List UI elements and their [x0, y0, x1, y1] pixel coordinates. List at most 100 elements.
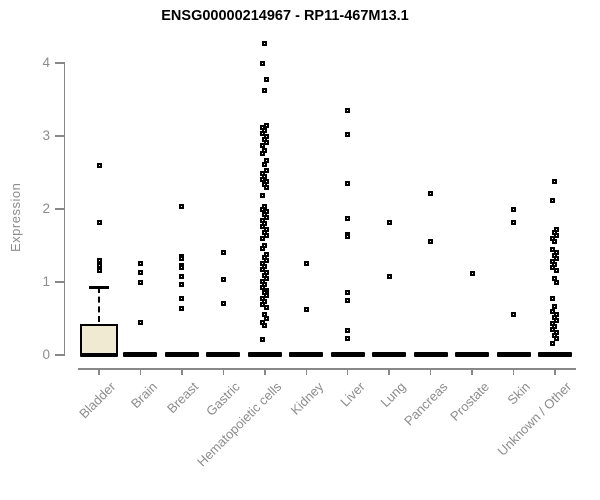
data-point: [345, 215, 351, 221]
data-point: [511, 219, 516, 225]
data-point: [260, 302, 266, 308]
data-point: [262, 161, 268, 167]
data-point: [264, 76, 270, 82]
zero-median-bar: [289, 351, 324, 357]
x-axis-category-label: Lung: [377, 379, 409, 411]
x-axis-tick: [512, 368, 515, 375]
x-axis-tick: [471, 368, 473, 375]
x-axis-tick: [388, 368, 390, 375]
data-point: [469, 270, 475, 276]
data-point: [260, 267, 266, 273]
data-point: [550, 326, 556, 332]
data-point: [386, 273, 392, 279]
zero-median-bar: [247, 351, 282, 357]
data-point: [179, 295, 185, 301]
zero-median-bar: [330, 351, 365, 357]
chart-title: ENSG00000214967 - RP11-467M13.1: [161, 8, 409, 24]
data-point: [264, 140, 270, 146]
data-point: [260, 245, 266, 251]
data-point: [550, 340, 556, 346]
data-point: [260, 337, 266, 343]
zero-median-bar: [123, 351, 158, 357]
x-axis-tick: [264, 368, 266, 375]
data-point: [552, 304, 558, 310]
x-axis-category-label: Unknown / Other: [494, 379, 575, 459]
data-point: [137, 270, 143, 275]
data-point: [345, 327, 351, 333]
data-point: [262, 88, 268, 94]
boxplot-whisker-cap: [89, 285, 109, 289]
data-point: [137, 279, 143, 285]
x-axis-line: [78, 368, 576, 370]
data-point: [179, 282, 185, 288]
x-axis-tick: [181, 368, 183, 375]
data-point: [220, 300, 226, 306]
x-axis-category-label: Breast: [164, 379, 202, 417]
data-point: [264, 232, 270, 238]
boxplot-whisker: [98, 287, 100, 323]
data-point: [260, 193, 266, 199]
data-point: [96, 162, 102, 168]
data-point: [554, 267, 560, 273]
data-point: [345, 180, 351, 186]
data-point: [264, 185, 270, 191]
x-axis-category-label: Skin: [504, 379, 534, 408]
zero-median-bar: [164, 351, 199, 357]
data-point: [303, 260, 309, 266]
data-point: [554, 232, 560, 238]
x-axis-tick: [98, 368, 100, 375]
data-point: [137, 260, 143, 266]
data-point: [428, 191, 434, 197]
data-point: [345, 107, 351, 113]
data-point: [550, 295, 556, 301]
data-point: [179, 273, 185, 279]
data-point: [179, 204, 185, 210]
data-point: [554, 318, 560, 324]
y-axis-tick-label: 1: [42, 273, 50, 289]
data-point: [552, 179, 558, 185]
data-point: [264, 316, 270, 321]
y-axis-tick: [54, 62, 64, 64]
data-point: [550, 197, 556, 203]
data-point: [345, 234, 351, 240]
data-point: [96, 267, 102, 273]
x-axis-tick: [305, 368, 307, 375]
data-point: [260, 206, 266, 212]
y-axis-tick-label: 0: [42, 346, 50, 362]
data-point: [345, 335, 351, 341]
data-point: [260, 235, 266, 241]
y-axis-label: Expression: [8, 182, 23, 252]
data-point: [264, 305, 270, 311]
y-axis-tick-label: 2: [42, 200, 50, 216]
data-point: [550, 309, 556, 315]
data-point: [179, 256, 185, 262]
data-point: [428, 239, 434, 245]
data-point: [554, 256, 560, 262]
x-axis-category-label: Gastric: [203, 379, 243, 419]
x-axis-category-label: Liver: [336, 379, 368, 410]
data-point: [264, 258, 270, 264]
data-point: [137, 320, 143, 326]
x-axis-tick: [139, 368, 142, 375]
data-point: [179, 264, 185, 270]
data-point: [345, 132, 351, 138]
data-point: [220, 249, 226, 255]
data-point: [386, 219, 392, 225]
data-point: [260, 142, 266, 148]
data-point: [554, 335, 560, 341]
zero-median-bar: [413, 351, 448, 357]
data-point: [260, 284, 266, 290]
x-axis-tick: [346, 368, 349, 375]
data-point: [260, 224, 266, 230]
data-point: [550, 264, 556, 270]
data-point: [260, 176, 266, 182]
zero-median-bar: [372, 351, 407, 357]
x-axis-category-label: Bladder: [76, 379, 119, 422]
zero-median-bar: [206, 351, 241, 357]
data-point: [303, 307, 309, 313]
data-point: [511, 311, 516, 317]
data-point: [554, 280, 560, 286]
y-axis-tick: [54, 281, 64, 283]
data-point: [345, 289, 351, 295]
x-axis-category-label: Prostate: [446, 379, 492, 424]
